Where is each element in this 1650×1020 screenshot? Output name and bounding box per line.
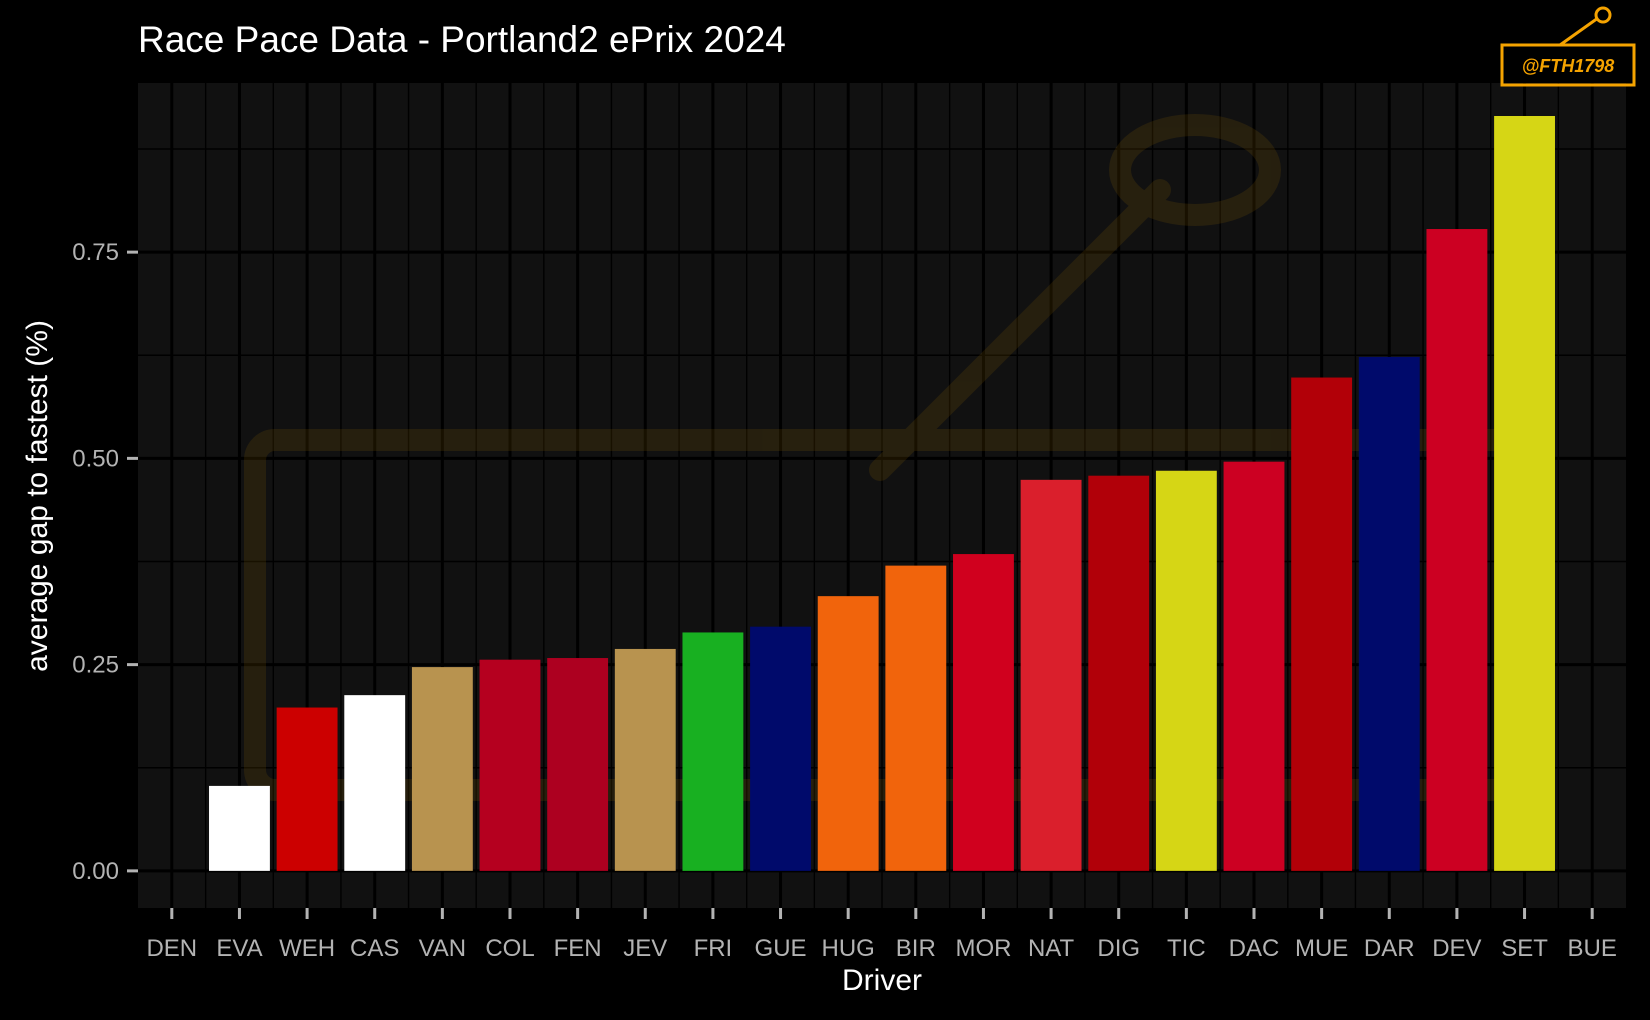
x-tick-label-col: COL bbox=[485, 935, 534, 962]
y-tick-label: 0.00 bbox=[72, 858, 119, 885]
x-tick-label-fen: FEN bbox=[554, 935, 602, 962]
watermark-key-ring bbox=[1594, 6, 1612, 24]
x-axis-label: Driver bbox=[842, 964, 922, 997]
bar-bir bbox=[885, 565, 947, 871]
x-tick-label-set: SET bbox=[1501, 935, 1548, 962]
x-tick-label-bir: BIR bbox=[896, 935, 936, 962]
x-tick-label-cas: CAS bbox=[350, 935, 399, 962]
x-tick-label-van: VAN bbox=[419, 935, 467, 962]
x-tick-label-bue: BUE bbox=[1568, 935, 1617, 962]
bar-dac bbox=[1223, 461, 1285, 871]
chart-title: Race Pace Data - Portland2 ePrix 2024 bbox=[138, 19, 786, 60]
bar-dev bbox=[1426, 229, 1488, 871]
bar-van bbox=[411, 667, 473, 871]
bar-fen bbox=[547, 658, 609, 871]
watermark-text: @FTH1798 bbox=[1522, 56, 1615, 76]
x-tick-label-nat: NAT bbox=[1028, 935, 1075, 962]
y-axis-label: average gap to fastest (%) bbox=[21, 320, 54, 672]
x-tick-label-mue: MUE bbox=[1295, 935, 1348, 962]
watermark-logo: @FTH1798 bbox=[1500, 6, 1636, 87]
watermark-key-icon bbox=[1559, 16, 1599, 47]
bar-dig bbox=[1088, 475, 1150, 871]
y-tick-label: 0.25 bbox=[72, 652, 119, 679]
x-tick-label-eva: EVA bbox=[216, 935, 262, 962]
bar-dar bbox=[1358, 356, 1420, 871]
x-tick-label-den: DEN bbox=[146, 935, 197, 962]
bar-tic bbox=[1155, 470, 1217, 871]
y-tick-label: 0.50 bbox=[72, 445, 119, 472]
x-tick-label-weh: WEH bbox=[279, 935, 335, 962]
x-tick-label-mor: MOR bbox=[955, 935, 1011, 962]
bar-eva bbox=[209, 785, 270, 871]
bar-hug bbox=[817, 596, 879, 871]
y-axis-ticks: 0.00 0.25 0.50 0.75 bbox=[72, 239, 138, 885]
x-tick-label-dig: DIG bbox=[1097, 935, 1140, 962]
bar-cas bbox=[344, 695, 406, 871]
x-tick-label-dar: DAR bbox=[1364, 935, 1415, 962]
x-tick-label-fri: FRI bbox=[694, 935, 733, 962]
bar-mue bbox=[1291, 377, 1353, 871]
x-axis-ticks: DEN EVA WEH CAS VAN COL FEN JEV FRI GUE HUG BIR MOR N… bbox=[146, 908, 1617, 962]
y-tick-label: 0.75 bbox=[72, 239, 119, 266]
bar-jev bbox=[614, 648, 676, 871]
x-tick-label-dac: DAC bbox=[1229, 935, 1280, 962]
x-tick-label-jev: JEV bbox=[623, 935, 667, 962]
x-tick-label-tic: TIC bbox=[1167, 935, 1206, 962]
x-tick-label-hug: HUG bbox=[822, 935, 875, 962]
bar-mor bbox=[953, 554, 1014, 871]
bar-weh bbox=[276, 707, 338, 871]
x-tick-label-gue: GUE bbox=[755, 935, 807, 962]
bar-fri bbox=[682, 632, 744, 871]
bar-set bbox=[1494, 116, 1555, 871]
bar-col bbox=[479, 659, 541, 871]
bars bbox=[209, 116, 1555, 871]
bar-nat bbox=[1020, 479, 1082, 871]
bar-gue bbox=[750, 626, 811, 871]
x-tick-label-dev: DEV bbox=[1432, 935, 1481, 962]
watermark-frame bbox=[1500, 43, 1636, 87]
